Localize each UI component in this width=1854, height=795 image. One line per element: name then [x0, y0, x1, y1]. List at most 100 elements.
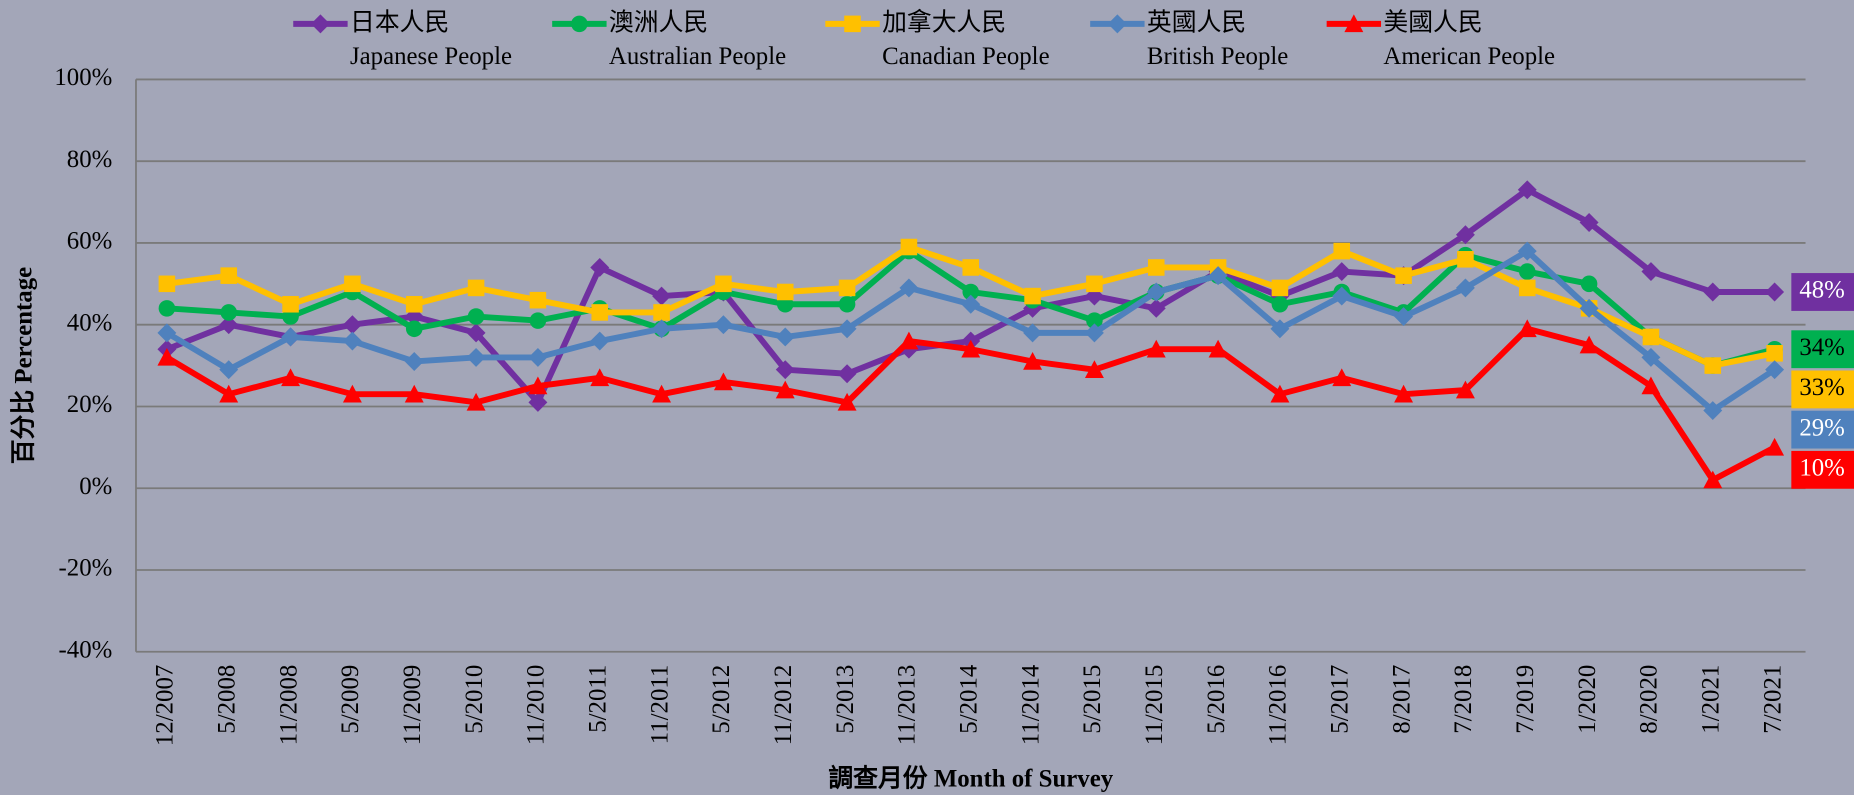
- x-tick-label: 5/2008: [213, 665, 240, 734]
- data-point: [1024, 287, 1041, 305]
- data-point: [1518, 263, 1536, 280]
- x-tick-label: 1/2020: [1574, 665, 1601, 734]
- x-axis-title: 調查月份 Month of Survey: [828, 763, 1113, 792]
- data-point: [1703, 282, 1723, 302]
- end-label: 48%: [1799, 277, 1845, 304]
- data-point: [1086, 312, 1103, 329]
- end-label-box: [1791, 273, 1854, 311]
- data-point: [1333, 242, 1351, 260]
- data-point: [1332, 368, 1352, 387]
- x-tick-label: 11/2016: [1265, 665, 1292, 745]
- data-point: [1146, 339, 1166, 358]
- end-label-box: [1791, 450, 1854, 489]
- data-point: [713, 315, 733, 335]
- data-point: [1765, 282, 1785, 302]
- data-point: [1084, 323, 1104, 343]
- data-point: [899, 331, 919, 350]
- data-point: [1395, 267, 1412, 284]
- legend-label-en: Australian People: [609, 43, 786, 70]
- data-point: [715, 275, 732, 293]
- end-label: 33%: [1799, 374, 1845, 401]
- data-point: [590, 368, 610, 387]
- x-tick-label: 5/2013: [832, 665, 859, 734]
- data-point: [528, 392, 548, 412]
- data-point: [1642, 328, 1660, 346]
- data-point: [528, 347, 548, 367]
- data-point: [838, 279, 856, 297]
- data-point: [961, 339, 981, 358]
- data-point: [776, 283, 794, 301]
- x-tick-label: 5/2014: [955, 664, 982, 734]
- data-point: [1580, 275, 1598, 293]
- data-point: [652, 319, 672, 339]
- data-point: [652, 286, 672, 306]
- data-point: [405, 295, 423, 313]
- legend-marker: [310, 14, 330, 34]
- data-point: [1765, 437, 1785, 456]
- data-point: [1023, 352, 1043, 370]
- data-point: [775, 360, 795, 380]
- y-tick-label: -20%: [59, 555, 113, 582]
- y-tick-label: 0%: [79, 473, 112, 500]
- y-axis-title: 百分比 Percentage: [10, 267, 38, 464]
- x-tick-label: 11/2011: [646, 665, 673, 745]
- legend-label-en: British People: [1147, 43, 1288, 70]
- end-label-box: [1791, 370, 1854, 409]
- x-tick-label: 11/2014: [1017, 664, 1044, 745]
- data-point: [405, 320, 423, 338]
- x-tick-label: 5/2012: [708, 665, 735, 734]
- data-point: [1703, 470, 1723, 489]
- legend-label-en: American People: [1383, 43, 1555, 70]
- data-point: [1332, 262, 1352, 282]
- x-tick-label: 12/2007: [152, 665, 179, 746]
- data-point: [1270, 319, 1290, 339]
- x-tick-label: 5/2017: [1326, 665, 1353, 734]
- data-point: [775, 327, 795, 347]
- x-tick-label: 7/2021: [1759, 665, 1786, 734]
- data-point: [1765, 360, 1785, 380]
- data-point: [1641, 376, 1661, 395]
- legend-label-en: Canadian People: [882, 43, 1050, 70]
- x-tick-label: 7/2019: [1512, 665, 1539, 734]
- data-point: [466, 323, 486, 343]
- data-point: [466, 392, 486, 411]
- data-point: [466, 347, 486, 367]
- x-tick-label: 5/2010: [461, 665, 488, 734]
- data-point: [838, 295, 856, 313]
- data-point: [837, 319, 857, 339]
- data-point: [1641, 347, 1661, 367]
- x-tick-label: 5/2015: [1079, 665, 1106, 734]
- data-point: [1208, 339, 1228, 358]
- data-point: [1766, 345, 1783, 362]
- data-point: [652, 384, 672, 403]
- end-label-box: [1791, 330, 1854, 369]
- data-point: [1086, 275, 1103, 293]
- legend-marker: [571, 15, 588, 33]
- data-point: [1455, 380, 1475, 399]
- x-tick-label: 7/2018: [1450, 665, 1477, 734]
- legend-label: 澳洲人民: [609, 9, 708, 37]
- data-point: [1517, 319, 1537, 338]
- data-point: [220, 267, 238, 284]
- data-point: [404, 352, 424, 371]
- data-point: [590, 331, 610, 351]
- data-point: [219, 384, 239, 403]
- legend-marker: [844, 15, 861, 33]
- data-point: [1023, 323, 1043, 343]
- data-point: [1703, 401, 1723, 420]
- data-point: [467, 308, 485, 325]
- data-point: [157, 347, 177, 366]
- data-point: [220, 304, 238, 321]
- data-point: [344, 275, 361, 293]
- data-point: [899, 278, 919, 298]
- legend-label: 美國人民: [1383, 9, 1482, 37]
- x-tick-label: 8/2020: [1636, 665, 1663, 734]
- data-point: [1579, 335, 1599, 354]
- data-point: [1517, 180, 1537, 200]
- data-point: [1271, 295, 1289, 313]
- y-tick-label: 20%: [67, 391, 113, 418]
- data-point: [1457, 251, 1474, 268]
- data-point: [1455, 278, 1475, 298]
- legend-label: 英國人民: [1147, 9, 1246, 37]
